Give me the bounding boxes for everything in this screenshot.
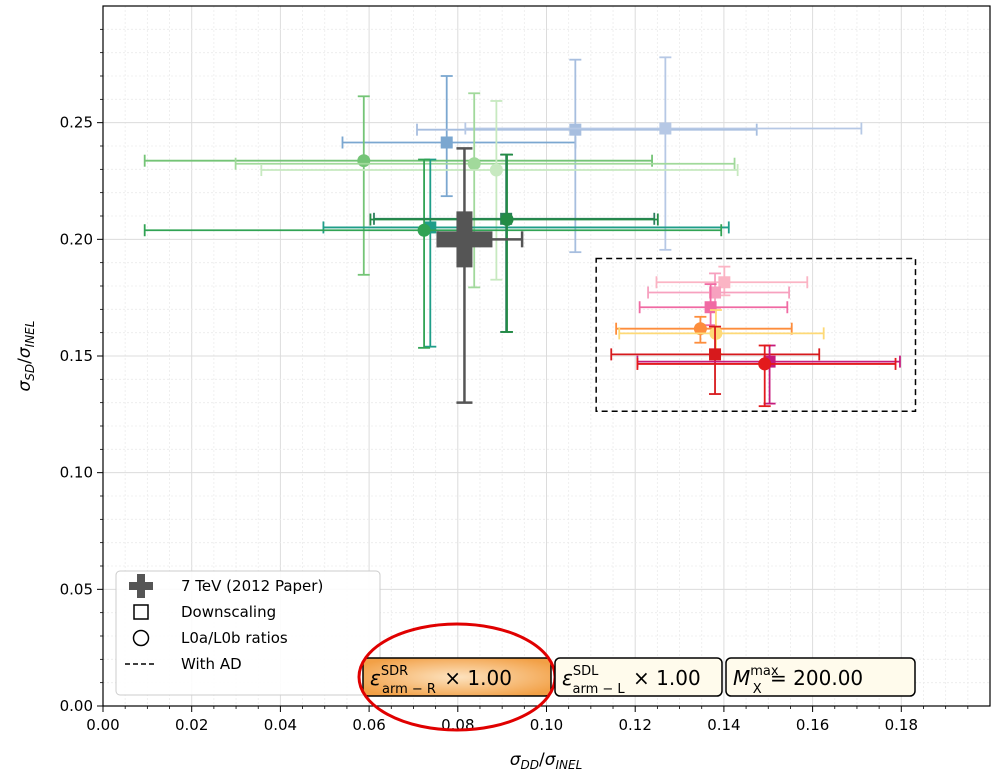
circle-marker: [357, 154, 371, 168]
data-point-group: [615, 315, 793, 344]
annotation-symbol: ε: [562, 666, 573, 690]
annotation-text: εSDR arm − R × 1.00: [370, 664, 512, 697]
annotation-box: εSDL arm − L × 1.00: [554, 657, 723, 697]
annotation-superscript: max: [750, 664, 779, 679]
legend-label: Downscaling: [181, 603, 276, 621]
circle-marker: [489, 163, 503, 177]
annotation-symbol: ε: [370, 666, 381, 690]
legend-frame: [115, 570, 381, 696]
annotation-text: εSDL arm − L × 1.00: [562, 664, 701, 697]
data-point-group: [234, 92, 736, 289]
annotation-subscript: X: [753, 682, 762, 697]
annotation-boxes: εSDR arm − R × 1.00 εSDL arm − L × 1.00 Mmax…: [357, 622, 916, 732]
axis-label-slash: /: [15, 358, 35, 364]
circle-marker: [467, 157, 481, 171]
circle-marker: [693, 322, 707, 336]
axis-ticks: 0.00 0.02 0.04 0.06 0.08 0.10 0.12 0.14 0.16 0.18…: [60, 28, 969, 734]
data-point-group: [636, 344, 897, 408]
square-marker: [704, 301, 717, 314]
annotation-symbol: M: [733, 666, 750, 690]
square-marker: [709, 286, 722, 299]
data-point-group: [341, 75, 577, 198]
x-tick-label: 0.02: [175, 716, 208, 734]
axis-label-sub: SD: [23, 364, 37, 381]
data-point-group: [655, 265, 809, 297]
annotation-subscript: arm − L: [573, 682, 626, 697]
y-tick-label: 0.25: [60, 114, 93, 132]
axis-label-symbol: σ: [15, 346, 35, 358]
circle-marker: [758, 357, 772, 371]
annotation-superscript: SDR: [381, 664, 408, 679]
ad-region-box: [595, 257, 917, 413]
y-tick-label: 0.05: [60, 580, 93, 598]
x-tick-label: 0.10: [530, 716, 563, 734]
axis-label-slash: /: [539, 750, 545, 770]
y-tick-label: 0.10: [60, 464, 93, 482]
x-tick-label: 0.04: [264, 716, 297, 734]
legend: 7 TeV (2012 Paper) Downscaling L0a/L0b rat…: [115, 570, 381, 696]
data-point-group: [369, 153, 659, 333]
data-point-group: [610, 325, 821, 395]
legend-square-marker: [133, 604, 149, 620]
axis-label-symbol: σ: [545, 750, 557, 770]
circle-marker: [500, 213, 514, 226]
data-point-group: [143, 158, 723, 349]
data-point-group: [464, 56, 863, 251]
annotation-frame: [362, 657, 552, 697]
square-marker: [709, 348, 722, 361]
annotation-frame: [554, 657, 723, 697]
x-tick-label: 0.16: [796, 716, 829, 734]
axis-label-sub: INEL: [23, 321, 37, 348]
annotation-superscript: SDL: [573, 664, 599, 679]
annotation-box: Mmax X = 200.00: [725, 657, 916, 697]
annotation-frame: [725, 657, 916, 697]
data-point-group: [373, 153, 656, 333]
y-tick-label: 0.15: [60, 347, 93, 365]
data-point-group: [618, 309, 825, 355]
reference-point-group: [436, 147, 524, 404]
y-axis-label: σSD/σINEL: [15, 321, 37, 392]
x-tick-label: 0.06: [352, 716, 385, 734]
legend-plus-marker: [129, 574, 153, 598]
annotation-suffix: × 1.00: [627, 666, 701, 690]
axis-label-symbol: σ: [510, 750, 522, 770]
square-marker: [718, 276, 731, 289]
axis-label-sub: INEL: [555, 758, 582, 772]
legend-label: With AD: [181, 655, 242, 673]
axis-label-symbol: σ: [15, 379, 35, 391]
legend-label: L0a/L0b ratios: [181, 629, 288, 647]
y-tick-label: 0.20: [60, 230, 93, 248]
circle-marker: [417, 223, 431, 237]
square-marker: [440, 136, 453, 149]
annotation-text: Mmax X = 200.00: [733, 664, 863, 697]
x-tick-label: 0.18: [885, 716, 918, 734]
x-tick-label: 0.00: [86, 716, 119, 734]
legend-circle-marker: [132, 629, 150, 647]
plus-marker: [436, 211, 493, 268]
data-point-group: [260, 100, 739, 281]
plot-frame: [102, 5, 991, 707]
data-point-group: [322, 158, 730, 348]
data-point-group: [638, 283, 789, 327]
annotation-suffix: × 1.00: [438, 666, 512, 690]
data-series: [143, 56, 917, 413]
x-tick-label: 0.12: [618, 716, 651, 734]
y-tick-label: 0.00: [60, 697, 93, 715]
axis-label-sub: DD: [520, 758, 538, 772]
square-marker: [569, 123, 582, 136]
legend-label: 7 TeV (2012 Paper): [181, 577, 323, 595]
annotation-subscript: arm − R: [382, 682, 436, 697]
x-axis-label: σDD/σINEL: [510, 750, 583, 772]
annotation-suffix: = 200.00: [764, 666, 863, 690]
x-tick-label: 0.14: [707, 716, 740, 734]
annotation-box: εSDR arm − R × 1.00: [357, 622, 557, 732]
square-marker: [659, 122, 672, 135]
